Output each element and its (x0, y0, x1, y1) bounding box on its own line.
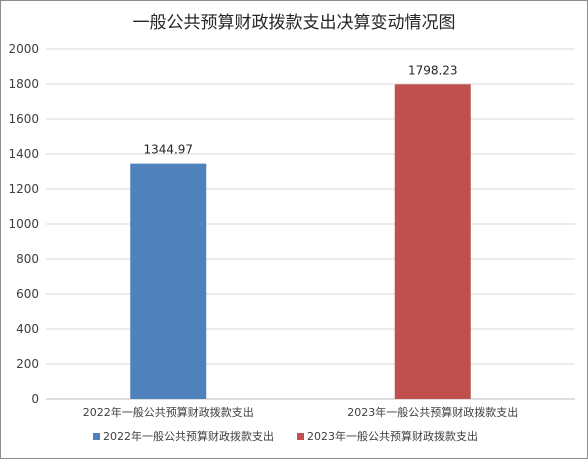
y-tick-label: 1400 (8, 147, 39, 161)
y-axis-tick-labels: 0 200 400 600 800 1000 1200 1400 1600 1800 2000 (8, 42, 39, 406)
y-tick-label: 800 (16, 252, 39, 266)
legend-swatch (93, 433, 100, 440)
legend: 2022年一般公共预算财政拨款支出 2023年一般公共预算财政拨款支出 (93, 429, 478, 443)
y-tick-label: 200 (16, 357, 39, 371)
x-tick-label: 2023年一般公共预算财政拨款支出 (347, 405, 518, 419)
y-tick-label: 1800 (8, 77, 39, 91)
data-label: 1344.97 (143, 143, 193, 157)
legend-swatch (297, 433, 304, 440)
bars: 1344.97 1798.23 (130, 63, 471, 399)
y-tick-label: 1200 (8, 182, 39, 196)
bar (130, 163, 207, 399)
gridlines (46, 48, 575, 400)
y-tick-label: 1000 (8, 217, 39, 231)
y-tick-label: 0 (31, 392, 39, 406)
bar (394, 84, 471, 399)
x-tick-label: 2022年一般公共预算财政拨款支出 (83, 405, 254, 419)
y-tick-label: 600 (16, 287, 39, 301)
y-tick-label: 1600 (8, 112, 39, 126)
y-tick-label: 2000 (8, 42, 39, 56)
legend-label: 2023年一般公共预算财政拨款支出 (307, 429, 478, 443)
chart-title: 一般公共预算财政拨款支出决算变动情况图 (133, 13, 456, 33)
legend-label: 2022年一般公共预算财政拨款支出 (103, 429, 274, 443)
data-label: 1798.23 (408, 63, 458, 77)
y-tick-label: 400 (16, 322, 39, 336)
x-axis-category-labels: 2022年一般公共预算财政拨款支出 2023年一般公共预算财政拨款支出 (83, 405, 519, 419)
